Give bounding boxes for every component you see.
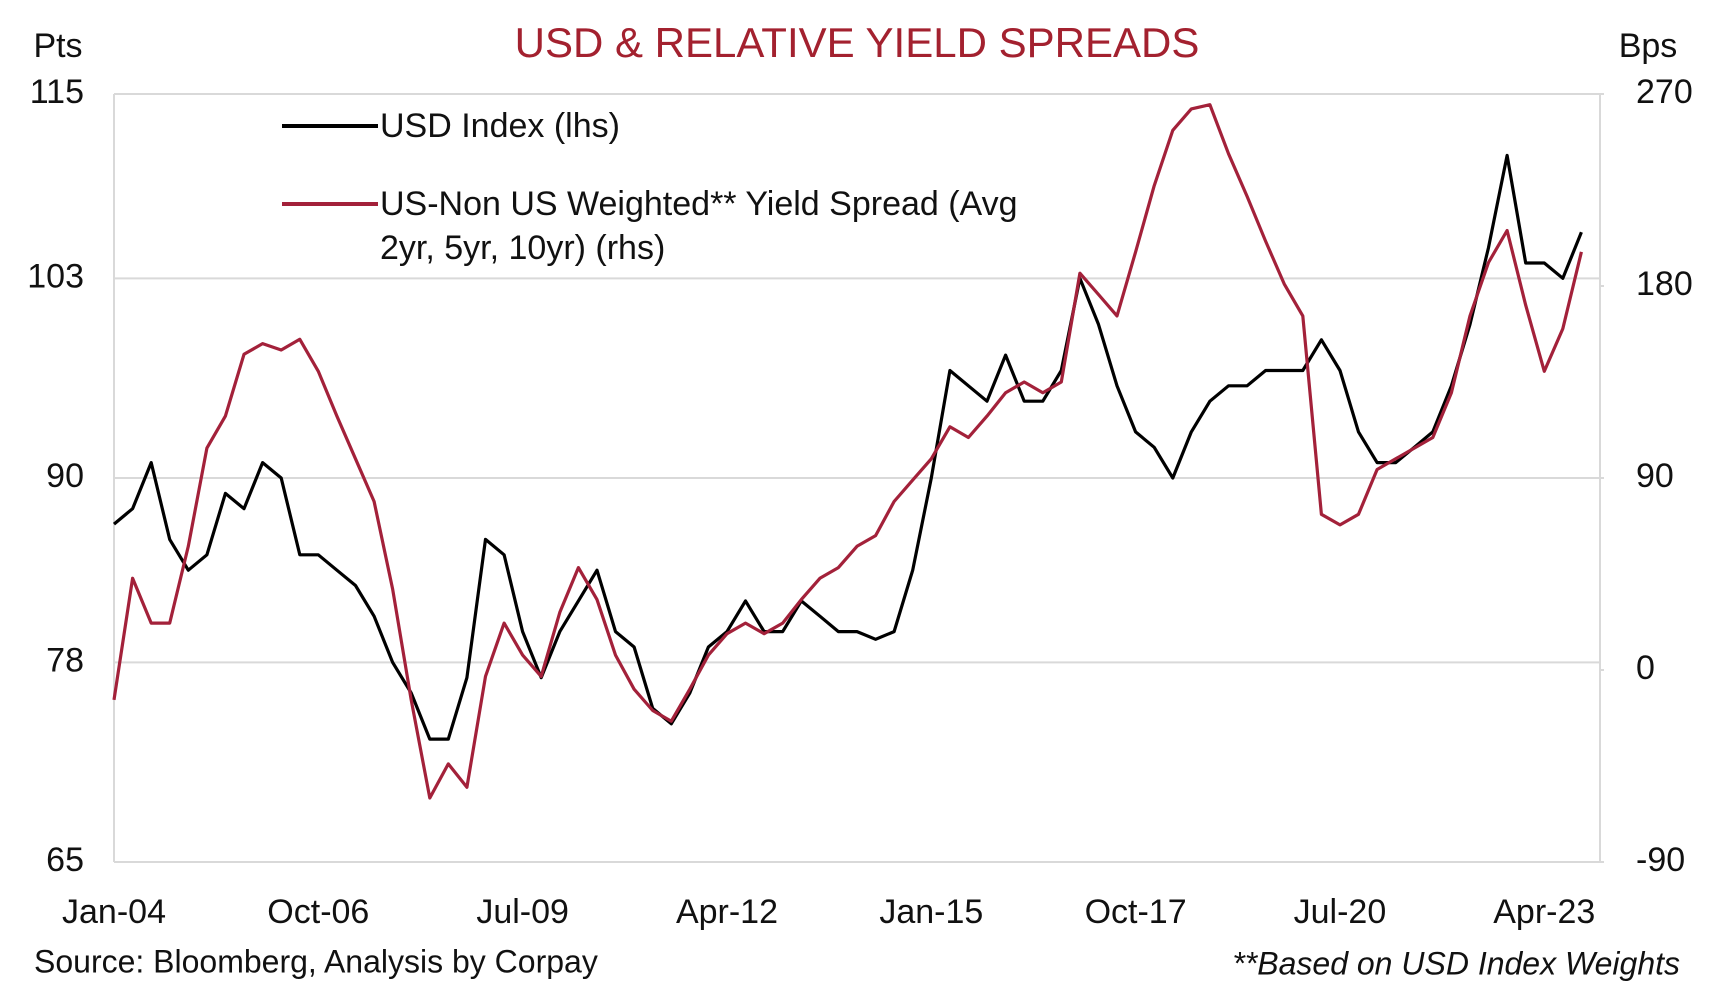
y2-tick-label: -90 [1636,841,1685,879]
left-axis-label: Pts [33,27,82,65]
data-line [112,153,1583,741]
y2-tick-label: 90 [1636,457,1674,495]
chart-title: USD & RELATIVE YIELD SPREADS [515,19,1200,66]
x-tick-label: Jul-20 [1294,893,1387,931]
x-tick-label: Apr-12 [676,893,778,931]
right-axis-label: Bps [1619,27,1678,65]
y-tick-label: 90 [46,457,84,495]
legend-item: USD Index (lhs) [282,104,1040,148]
y-tick-label: 115 [30,73,84,111]
footnote: **Based on USD Index Weights [1232,945,1680,981]
y2-tick-label: 0 [1636,649,1655,687]
x-tick-label: Apr-23 [1493,893,1595,931]
y2-tick-label: 180 [1636,265,1693,303]
legend-swatch [282,124,378,128]
y-tick-label: 65 [46,841,84,879]
legend-label: US-Non US Weighted** Yield Spread (Avg 2… [380,185,1018,267]
legend: USD Index (lhs) US-Non US Weighted** Yiel… [282,104,1040,304]
x-tick-label: Jan-15 [879,893,983,931]
legend-swatch [282,202,378,206]
x-tick-label: Oct-06 [267,893,369,931]
x-tick-label: Oct-17 [1085,893,1187,931]
y2-tick-label: 270 [1636,73,1693,111]
legend-label: USD Index (lhs) [380,107,620,145]
y-tick-label: 78 [46,641,84,679]
x-tick-label: Jul-09 [476,893,569,931]
legend-item: US-Non US Weighted** Yield Spread (Avg 2… [282,182,1040,270]
y-tick-label: 103 [27,257,84,295]
x-tick-label: Jan-04 [62,893,166,931]
source-note: Source: Bloomberg, Analysis by Corpay [34,943,598,979]
data-line [112,103,1583,800]
